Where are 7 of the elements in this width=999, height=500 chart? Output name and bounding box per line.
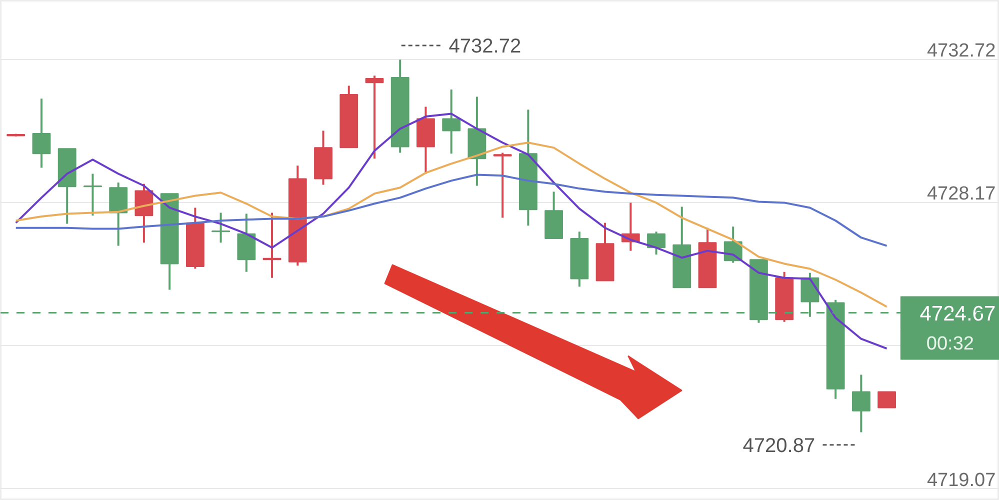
text: 00:32: [926, 334, 974, 355]
ref-line-label: 4724.67: [920, 302, 996, 326]
y-tick-label: 4719.07: [926, 470, 996, 491]
annotation: 4732.72: [448, 35, 522, 58]
y-tick-label: 4732.72: [926, 40, 996, 62]
annotation: 4720.87: [742, 434, 816, 457]
y-tick-label: 4728.17: [926, 184, 996, 205]
